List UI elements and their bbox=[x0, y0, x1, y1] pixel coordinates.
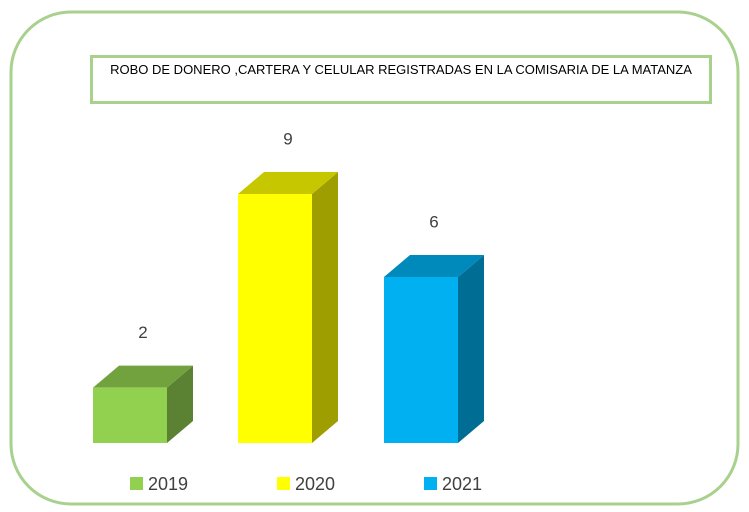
bar-top bbox=[93, 365, 193, 388]
bar-top bbox=[238, 172, 338, 194]
data-label: 6 bbox=[429, 212, 438, 231]
bar bbox=[384, 277, 458, 443]
legend-label: 2020 bbox=[295, 474, 335, 494]
bar-top bbox=[384, 255, 484, 277]
bar-side bbox=[312, 172, 338, 443]
data-label: 2 bbox=[138, 323, 147, 342]
chart-title: ROBO DE DONERO ,CARTERA Y CELULAR REGIST… bbox=[90, 55, 712, 104]
data-label: 9 bbox=[283, 129, 292, 148]
bar-side bbox=[167, 365, 193, 443]
legend-label: 2021 bbox=[442, 474, 482, 494]
legend-swatch bbox=[130, 477, 143, 490]
legend-label: 2019 bbox=[148, 474, 188, 494]
legend-swatch bbox=[277, 477, 290, 490]
legend-swatch bbox=[424, 477, 437, 490]
bar-side bbox=[458, 255, 484, 443]
bar bbox=[238, 194, 312, 443]
bar bbox=[93, 387, 167, 443]
